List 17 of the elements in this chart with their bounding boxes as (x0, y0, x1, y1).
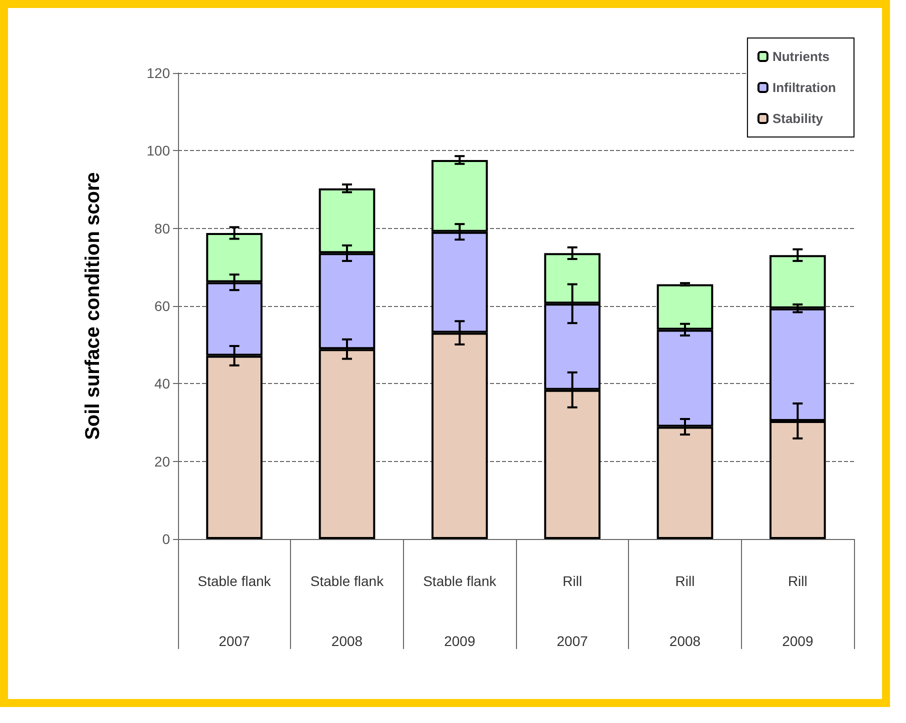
category-label: Rill 2008 (669, 573, 701, 649)
y-tick-label: 60 (154, 298, 170, 314)
y-tick-label: 20 (154, 453, 170, 470)
y-tick-label: 0 (162, 531, 170, 547)
y-tick-label: 100 (146, 142, 170, 159)
category-label: Stable flank 2009 (423, 573, 496, 649)
category-label: Stable flank 2008 (310, 573, 384, 649)
y-tick-label: 40 (154, 376, 170, 392)
legend-label: Infiltration (772, 80, 836, 95)
category-label: Stable flank 2007 (198, 573, 271, 649)
legend-label: Stability (772, 111, 824, 126)
y-axis-title: Soil surface condition score (82, 172, 104, 440)
category-label: Rill 2007 (556, 573, 588, 649)
y-tick-label: 120 (146, 65, 170, 81)
legend-label: Nutrients (772, 49, 830, 64)
category-label: Rill 2009 (782, 573, 814, 649)
y-tick-label: 80 (154, 220, 170, 236)
